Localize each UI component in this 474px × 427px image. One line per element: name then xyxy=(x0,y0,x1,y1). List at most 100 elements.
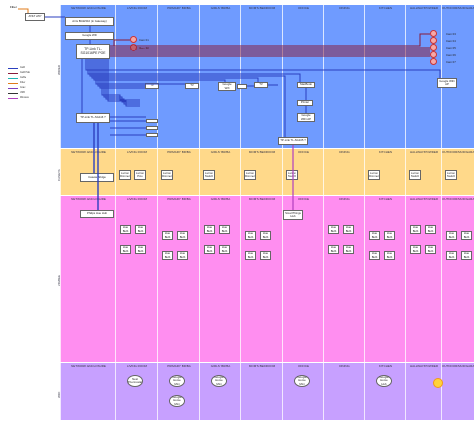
caseta-device: Lutron Switch xyxy=(286,170,298,180)
camera-label: Cam 06 xyxy=(446,53,456,57)
zigbee-device: Hue Bulb xyxy=(446,251,457,260)
zigbee-device: Hue Bulb xyxy=(177,231,188,240)
caseta-device: Lutron Dimmer xyxy=(368,170,380,180)
zigbee-device: Hue Bulb xyxy=(446,231,457,240)
zigbee-device: Hue Bulb xyxy=(245,251,256,260)
lane-column: NETWORK ENCLOSURE xyxy=(60,149,116,195)
lane-column: HALLWAY/POWDER xyxy=(405,5,442,148)
lane-header: OUTDOOR/MUD/GARAGE xyxy=(442,6,474,10)
lane-column: OUTDOOR/MUD/GARAGE xyxy=(441,5,474,148)
lane-header: PRIMARY BR/BA xyxy=(167,150,191,154)
lane-column: PRIMARY BR/BA xyxy=(157,149,200,195)
caseta-device: Lutron Switch xyxy=(445,170,457,180)
lane-column: DINING xyxy=(323,5,365,148)
lane-header: MOM'S BEDROOM xyxy=(248,364,276,368)
legend-swatch xyxy=(8,98,18,100)
lane-header: NETWORK ENCLOSURE xyxy=(71,150,106,154)
legend-label: Coax xyxy=(20,87,26,89)
lane-header: NETWORK ENCLOSURE xyxy=(71,197,106,201)
lane-column: OUTDOOR/MUD/GARAGE xyxy=(441,196,474,362)
office-macbook: MacBook xyxy=(297,82,315,88)
port-box xyxy=(146,133,158,137)
caseta-device: Lutron Dimmer xyxy=(161,170,173,180)
zigbee-device: Hue Bulb xyxy=(328,245,339,254)
legend-label: USB xyxy=(20,92,25,94)
caseta-device: Lutron Dimmer xyxy=(244,170,256,180)
lane-header: LIVING ROOM xyxy=(126,150,147,154)
camera-label: Cam 07 xyxy=(446,60,456,64)
gateway-box: Arris BGW210 (in Gateway) xyxy=(65,17,114,26)
main-poe-switch: TP-Link TL-SG1016PE POE xyxy=(76,44,110,59)
zigbee-device: Hue Bulb xyxy=(260,251,271,260)
lane-header: HALLWAY/POWDER xyxy=(409,6,439,10)
lane-header: DINING xyxy=(339,364,350,368)
legend-label: Cat6 PoE xyxy=(20,72,30,74)
outdoor-google-wifi: Google WiFi AP xyxy=(437,78,457,88)
lane-header: MOM'S BEDROOM xyxy=(248,197,276,201)
legend-label: Fiber xyxy=(20,82,26,84)
lane-column: HALLWAY/POWDER xyxy=(405,363,442,420)
legend-swatch xyxy=(8,93,18,95)
legend-label: Wireless xyxy=(20,97,29,99)
lane-header: OFFICE xyxy=(298,6,309,10)
lane-column: OFFICE xyxy=(282,363,324,420)
zigbee-device: Hue Bulb xyxy=(369,231,380,240)
lane-header: NETWORK ENCLOSURE xyxy=(71,6,106,10)
lane-header: GIRLS' BR/BA xyxy=(210,6,231,10)
camera-icon xyxy=(430,51,437,58)
lane-column: PRIMARY BR/BA xyxy=(157,196,200,362)
camera-icon xyxy=(430,37,437,44)
lane-header: KITCHEN xyxy=(378,150,393,154)
zigbee-device: Hue Bulb xyxy=(177,251,188,260)
lane-header: DINING xyxy=(339,6,350,10)
lane-header: MOM'S BEDROOM xyxy=(248,150,276,154)
zigbee-device: Hue Bulb xyxy=(328,225,339,234)
lane-header: OFFICE xyxy=(298,197,309,201)
lane-column: KITCHEN xyxy=(364,149,406,195)
lane-column: GIRLS' BR/BA xyxy=(199,149,241,195)
zigbee-device: Hue Bulb xyxy=(162,251,173,260)
lane-header: PRIMARY BR/BA xyxy=(167,6,191,10)
lane-header: GIRLS' BR/BA xyxy=(210,150,231,154)
lane-column: GIRLS' BR/BA xyxy=(199,196,241,362)
caseta-bridge: Caseta Bridge xyxy=(80,173,114,182)
legend-swatch xyxy=(8,88,18,90)
lane-header: PRIMARY BR/BA xyxy=(167,197,191,201)
legend-label: Cat6 xyxy=(20,67,25,69)
zigbee-device: Hue Bulb xyxy=(260,231,271,240)
lane-column: DINING xyxy=(323,196,365,362)
zigbee-device: Hue Bulb xyxy=(410,245,421,254)
lane-header: PRIMARY BR/BA xyxy=(167,364,191,368)
port-box xyxy=(146,119,158,123)
lane-header: LIVING ROOM xyxy=(126,364,147,368)
lane-header: NETWORK ENCLOSURE xyxy=(71,364,106,368)
camera-label: Cam 03 xyxy=(446,32,456,36)
lane-column: DINING xyxy=(323,149,365,195)
second-switch: TP-Link TL-SG116 ? xyxy=(76,113,110,123)
lane-column: LIVING ROOM xyxy=(115,196,158,362)
lane-header: HALLWAY/POWDER xyxy=(409,197,439,201)
lane-column: MOM'S BEDROOM xyxy=(240,149,283,195)
lane-column: DINING xyxy=(323,363,365,420)
lane-column: LIVING ROOM xyxy=(115,363,158,420)
legend-swatch xyxy=(8,73,18,75)
lane-header: DINING xyxy=(339,197,350,201)
wifi-device: Nest Thermostat xyxy=(127,375,143,387)
zigbee-device: Hue Bulb xyxy=(135,225,146,234)
lane-header: MOM'S BEDROOM xyxy=(248,6,276,10)
wifi-device: Google Home Mini xyxy=(294,375,310,387)
port-box xyxy=(146,126,158,130)
camera-label: Cam 04 xyxy=(446,39,456,43)
zigbee-device: Hue Bulb xyxy=(384,251,395,260)
lane-column: LIVING ROOM xyxy=(115,149,158,195)
zigbee-device: Hue Bulb xyxy=(343,225,354,234)
camera-icon xyxy=(430,30,437,37)
smartthings-hub: SmartThings Hub xyxy=(283,210,303,220)
legend-swatch xyxy=(8,68,18,70)
wifi-device: Google Home Mini xyxy=(211,375,227,387)
port-box xyxy=(237,84,247,89)
girls-google-wifi: Google Wifi xyxy=(218,82,236,91)
legend-label: Cat5e xyxy=(20,77,27,79)
office-google-wifi: Google WiFi AP xyxy=(297,113,315,122)
